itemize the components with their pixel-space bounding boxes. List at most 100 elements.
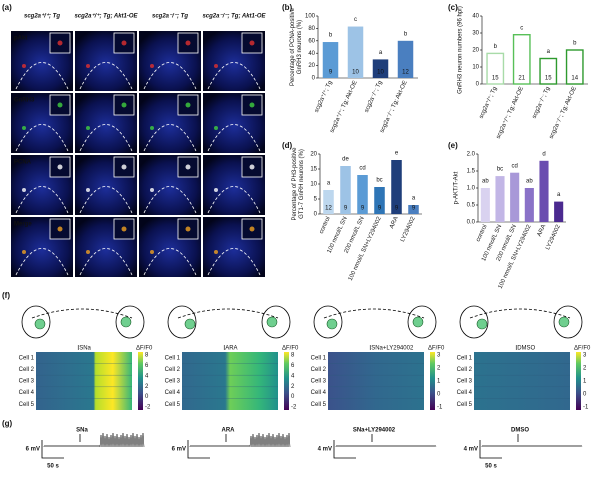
cell-label: Cell 3 — [457, 379, 473, 385]
y-tick-label: 1.5 — [467, 169, 476, 175]
y-tick-label: 0.0 — [467, 220, 476, 226]
cell — [214, 250, 218, 254]
trace — [189, 432, 291, 448]
cell — [150, 188, 154, 192]
x-tick-label: LY294002 — [545, 223, 562, 251]
cell — [150, 126, 154, 130]
row-label: PCNA — [14, 160, 32, 166]
cell-label: Cell 4 — [457, 390, 473, 396]
outline — [143, 186, 197, 214]
x-tick-label: scg2a⁺/⁺; Tg; Akt-OE — [328, 80, 358, 134]
trace — [335, 444, 437, 448]
significance-letter: ab — [482, 179, 489, 185]
neuron-body — [553, 305, 583, 339]
y-tick-label: 30 — [472, 31, 479, 37]
cell — [150, 64, 154, 68]
cell-label: Cell 2 — [19, 367, 35, 373]
n-label: 9 — [412, 206, 416, 212]
colorbar-tick: 2 — [291, 384, 295, 390]
scale-bar — [41, 440, 64, 459]
bar — [408, 205, 419, 214]
significance-letter: de — [342, 157, 349, 163]
neuron-body — [167, 305, 197, 339]
panel-label: (b) — [282, 3, 293, 12]
colorbar-tick: 0 — [437, 392, 441, 398]
bar — [480, 188, 490, 222]
bar — [372, 59, 389, 78]
chart: 0.00.51.01.52.0p-AKT/T-Akt abcontrolbc100… — [454, 151, 566, 290]
chart: 0 10 20 30 40 GnRH3 neuron numbers (96 hpf) b 1… — [458, 6, 588, 140]
y-tick-label: 10 — [472, 65, 479, 71]
cell-label: Cell 1 — [19, 355, 35, 361]
panel-label: (d) — [282, 141, 293, 150]
significance-letter: a — [379, 50, 383, 56]
y-tick-label: 60 — [308, 38, 315, 44]
stimulus-label: SNa — [76, 428, 88, 434]
cell-label: Cell 4 — [311, 390, 327, 396]
y-tick-label: 0.5 — [467, 203, 476, 209]
neuron-body — [21, 305, 51, 339]
cell — [22, 126, 26, 130]
cell-label: Cell 5 — [311, 402, 327, 408]
neuron-body — [313, 305, 343, 339]
x-tick-label: scg2a⁻/⁻; Tg; Akt-OE — [549, 86, 578, 140]
colorbar-tick: -1 — [583, 405, 589, 411]
y-tick-label: 100 — [305, 14, 316, 20]
row-label: Merge — [14, 222, 32, 228]
x-tick-label: control — [476, 224, 489, 243]
stimulus-label: SNa — [79, 346, 91, 352]
significance-letter: cd — [359, 166, 365, 172]
colorbar — [576, 352, 581, 410]
panel-label: (c) — [448, 3, 458, 12]
bar — [397, 40, 414, 78]
outline — [79, 186, 133, 214]
cell — [86, 64, 90, 68]
cell-label: Cell 2 — [311, 367, 327, 373]
neuron-body — [115, 305, 145, 339]
arc — [469, 308, 571, 319]
cell — [185, 164, 191, 170]
colorbar-tick: 8 — [145, 353, 149, 359]
panel-label: (a) — [2, 3, 12, 12]
chart: 0 5 10 15 20 Percentage of PH3-positive GT1-7 … — [292, 147, 422, 282]
cell — [121, 164, 127, 170]
cell — [150, 250, 154, 254]
cell — [57, 40, 63, 46]
n-label: 9 — [395, 206, 399, 212]
x-tick-label: 100 nmol/L SN+LY294002 — [348, 215, 383, 281]
voltage-scale: 4 mV — [464, 447, 478, 453]
n-label: 9 — [329, 70, 333, 76]
significance-letter: c — [520, 25, 523, 31]
y-axis-label: Percentage of PH3-positive — [292, 147, 298, 221]
significance-letter: b — [404, 31, 408, 37]
arc — [323, 308, 425, 319]
cell — [185, 40, 191, 46]
cell — [22, 64, 26, 68]
bar — [510, 172, 520, 222]
outline — [15, 248, 69, 276]
heatmap — [182, 352, 278, 410]
neuron-body — [261, 305, 291, 339]
outline — [143, 248, 197, 276]
significance-letter: b — [329, 33, 333, 39]
cell — [57, 226, 63, 232]
y-tick-label: 0 — [312, 76, 316, 82]
colorbar-tick: 2 — [583, 366, 587, 372]
colorbar-label: ΔF/F0 — [282, 346, 299, 352]
significance-letter: c — [354, 17, 357, 23]
voltage-scale: 4 mV — [318, 447, 332, 453]
y-tick-label: 10 — [310, 182, 317, 188]
cell-label: Cell 1 — [457, 355, 473, 361]
y-axis-label: GnRH3 neurons (%) — [297, 20, 303, 74]
significance-letter: e — [395, 151, 399, 157]
bar — [495, 176, 505, 222]
heatmap — [328, 352, 424, 410]
cell-label: Cell 3 — [311, 379, 327, 385]
column-header: scg2a⁻/⁻; Tg; Akt1-OE — [202, 14, 266, 20]
bar — [357, 175, 368, 214]
cell — [249, 226, 255, 232]
colorbar-tick: 6 — [291, 363, 295, 369]
x-tick-label: ARA — [389, 216, 400, 230]
colorbar-tick: -2 — [145, 405, 151, 411]
